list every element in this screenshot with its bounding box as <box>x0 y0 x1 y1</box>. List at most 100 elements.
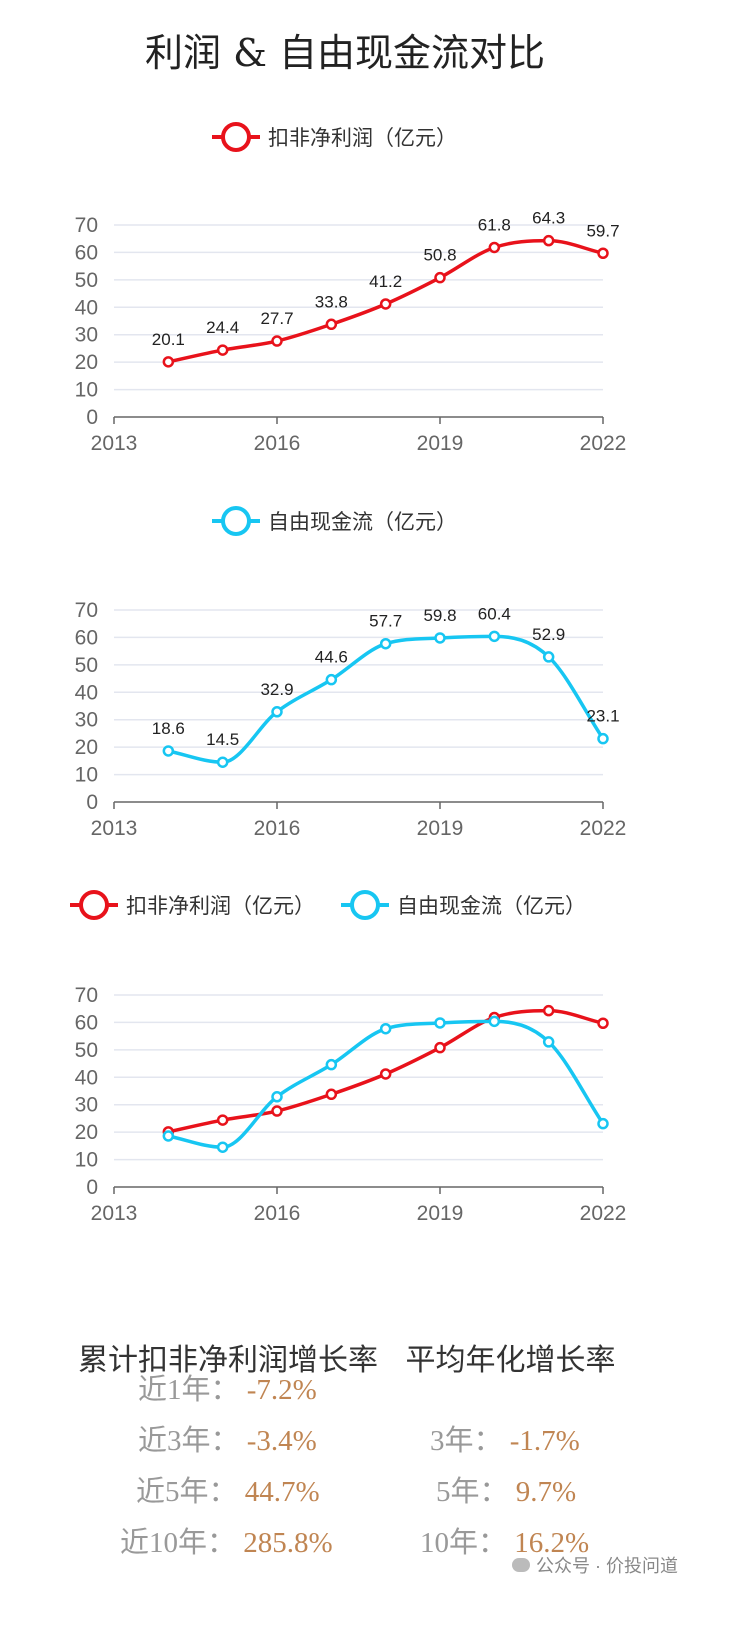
legend-label-fcf: 自由现金流（亿元） <box>268 511 457 534</box>
data-label: 59.8 <box>423 606 456 625</box>
data-label: 60.4 <box>478 604 511 623</box>
data-point <box>434 632 446 644</box>
combined-line-chart: 0 10 20 30 40 50 60 70 2013 2016 2019 2022 <box>75 984 627 1225</box>
stat-value: -7.2% <box>246 1374 317 1406</box>
stat-label: 10年： <box>420 1527 508 1559</box>
watermark: 公众号 · 价投问道 <box>512 1552 678 1578</box>
data-label: 64.3 <box>532 209 565 228</box>
data-point <box>542 651 555 663</box>
y-tick-label: 60 <box>75 241 98 264</box>
data-label: 18.6 <box>152 719 185 738</box>
wechat-icon <box>512 1558 530 1572</box>
data-point <box>271 706 283 718</box>
y-tick-label: 40 <box>75 681 98 704</box>
data-point <box>271 1091 283 1103</box>
y-tick-label: 10 <box>75 764 98 787</box>
legend-marker-profit-icon <box>212 122 260 152</box>
stat-label: 3年： <box>430 1425 503 1457</box>
stat-label: 近1年： <box>138 1374 240 1406</box>
y-tick-label: 20 <box>75 351 98 374</box>
legend-item-fcf-combined[interactable]: 自由现金流（亿元） <box>341 890 586 920</box>
y-tick-label: 70 <box>75 984 98 1007</box>
y-tick-label: 60 <box>75 1011 98 1034</box>
stat-cumulative-1y: 近1年： -7.2% <box>138 1366 317 1408</box>
series-line <box>167 1019 605 1149</box>
stat-value: 285.8% <box>243 1527 333 1559</box>
stat-value: 9.7% <box>515 1476 577 1508</box>
data-point <box>379 298 392 310</box>
data-point <box>325 1088 338 1101</box>
data-point <box>379 1068 392 1080</box>
y-tick-label: 40 <box>75 1066 98 1089</box>
legend-label-fcf-combined: 自由现金流（亿元） <box>397 895 586 918</box>
data-point <box>488 241 501 254</box>
y-tick-label: 10 <box>75 379 98 402</box>
data-point <box>597 1017 609 1030</box>
stat-label: 近5年： <box>136 1476 238 1508</box>
data-label: 27.7 <box>260 309 293 328</box>
stat-value: 16.2% <box>514 1527 590 1559</box>
legend-item-profit-combined[interactable]: 扣非净利润（亿元） <box>70 890 315 920</box>
legend-chart-2: 自由现金流（亿元） <box>212 506 457 536</box>
legend-marker-fcf-combined-icon <box>341 890 389 920</box>
x-tick-label: 2013 <box>91 817 138 840</box>
page-title: 利润 & 自由现金流对比 <box>145 31 545 75</box>
stat-value: -3.4% <box>246 1425 317 1457</box>
data-point <box>379 637 392 650</box>
data-point <box>542 234 555 247</box>
data-point <box>434 1017 446 1029</box>
stat-value: -1.7% <box>509 1425 580 1457</box>
watermark-text: 公众号 · 价投问道 <box>536 1556 678 1576</box>
x-tick-label: 2016 <box>254 432 301 455</box>
stats-heading-annualized: 平均年化增长率 <box>405 1343 616 1378</box>
stat-value: 44.7% <box>244 1476 320 1508</box>
data-label: 61.8 <box>478 215 511 234</box>
y-tick-label: 30 <box>75 324 98 347</box>
x-tick-label: 2016 <box>254 817 301 840</box>
y-tick-label: 0 <box>86 1176 98 1199</box>
legend-item-fcf[interactable]: 自由现金流（亿元） <box>212 506 457 536</box>
legend-chart-1: 扣非净利润（亿元） <box>212 122 457 152</box>
data-point <box>216 1141 229 1153</box>
x-tick-label: 2013 <box>91 1202 138 1225</box>
data-point <box>434 1041 446 1054</box>
data-point <box>325 1058 338 1071</box>
x-tick-label: 2013 <box>91 432 138 455</box>
data-label: 33.8 <box>315 292 348 311</box>
y-tick-label: 60 <box>75 626 98 649</box>
legend-item-profit[interactable]: 扣非净利润（亿元） <box>212 122 457 152</box>
legend-label-profit: 扣非净利润（亿元） <box>268 127 457 150</box>
stats-heading-cumulative: 累计扣非净利润增长率 <box>78 1343 378 1378</box>
data-label: 50.8 <box>423 246 456 265</box>
stat-cumulative-3y: 近3年： -3.4% <box>138 1417 317 1459</box>
data-point <box>488 630 501 643</box>
data-label: 52.9 <box>532 625 565 644</box>
x-tick-label: 2022 <box>580 1202 627 1225</box>
data-point <box>325 318 338 331</box>
stat-annualized-3y: 3年： -1.7% <box>430 1417 580 1459</box>
y-tick-label: 70 <box>75 599 98 622</box>
stat-label: 近3年： <box>138 1425 240 1457</box>
data-point <box>597 732 609 745</box>
data-label: 41.2 <box>369 272 402 291</box>
stat-cumulative-5y: 近5年： 44.7% <box>136 1468 320 1510</box>
data-point <box>488 1015 501 1028</box>
data-point <box>325 673 338 686</box>
stat-cumulative-10y: 近10年： 285.8% <box>120 1519 333 1561</box>
data-point <box>542 1036 555 1048</box>
legend-label-profit-combined: 扣非净利润（亿元） <box>126 895 315 918</box>
x-tick-label: 2022 <box>580 432 627 455</box>
x-tick-label: 2022 <box>580 817 627 840</box>
data-label: 32.9 <box>260 680 293 699</box>
data-label: 20.1 <box>152 330 185 349</box>
data-point <box>542 1004 555 1017</box>
y-tick-label: 50 <box>75 269 98 292</box>
data-label: 23.1 <box>586 707 619 726</box>
data-label: 24.4 <box>206 318 239 337</box>
stat-annualized-5y: 5年： 9.7% <box>436 1468 576 1510</box>
y-tick-label: 70 <box>75 214 98 237</box>
data-point <box>162 745 175 757</box>
stat-label: 5年： <box>436 1476 509 1508</box>
y-tick-label: 20 <box>75 1121 98 1144</box>
x-tick-label: 2019 <box>417 1202 464 1225</box>
